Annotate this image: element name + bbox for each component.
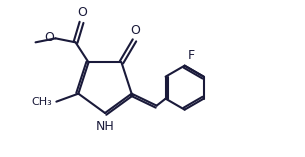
Text: NH: NH bbox=[96, 120, 114, 133]
Text: O: O bbox=[77, 6, 88, 19]
Text: O: O bbox=[45, 31, 55, 44]
Text: O: O bbox=[131, 24, 140, 37]
Text: F: F bbox=[188, 49, 195, 62]
Text: CH₃: CH₃ bbox=[32, 97, 52, 107]
